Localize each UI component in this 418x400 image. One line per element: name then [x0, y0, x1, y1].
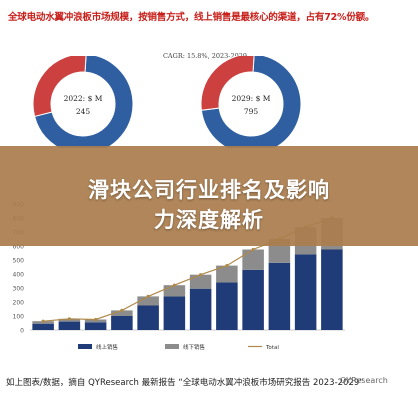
donut-charts: 2022: $ M 245 2029: $ M 795 — [32, 56, 302, 148]
watermark: QYResearch — [340, 376, 388, 385]
bar-online-2025 — [216, 282, 238, 330]
donut-value-label: 245 — [76, 107, 91, 116]
y-tick-label: 200 — [13, 300, 25, 307]
total-point-2020 — [94, 317, 98, 322]
bar-offline-2025 — [216, 265, 238, 283]
legend-label: 线下销售 — [183, 343, 205, 351]
total-point-2018 — [41, 319, 45, 323]
overlay-title-line1: 滑块公司行业排名及影响 — [88, 178, 330, 202]
bar-online-2020 — [84, 322, 107, 330]
total-point-2022 — [146, 294, 150, 298]
legend-swatch — [165, 344, 179, 349]
overlay-title-line2: 力深度解析 — [154, 208, 264, 232]
bar-online-2019 — [58, 321, 81, 330]
bar-online-2024 — [189, 288, 212, 330]
total-point-2025 — [225, 264, 229, 268]
cagr-label: CAGR: 15.8%, 2023-2029 — [162, 52, 248, 60]
bar-online-2022 — [137, 305, 159, 330]
bar-offline-2026 — [242, 249, 264, 270]
y-tick-label: 600 — [13, 244, 25, 251]
donut-year-label: 2029: $ M — [232, 94, 271, 103]
bar-offline-2022 — [137, 296, 159, 306]
bar-online-2018 — [32, 323, 54, 330]
bar-offline-2023 — [163, 285, 186, 297]
bar-online-2021 — [111, 316, 133, 330]
donut-slice — [200, 56, 255, 111]
total-point-2023 — [172, 283, 176, 287]
y-tick-label: 0 — [20, 328, 24, 335]
legend-label: Total — [265, 345, 279, 351]
bar-online-2027 — [268, 262, 291, 330]
y-tick-label: 300 — [13, 286, 25, 293]
top-banner: 全球电动水翼冲浪板市场规模，按销售方式，线上销售是最核心的渠道，占有72%份额。 — [0, 0, 418, 30]
y-tick-label: 100 — [13, 314, 25, 321]
bar-online-2029 — [321, 249, 343, 330]
footer-source: 如上图表/数据，摘自 QYResearch 最新报告 “全球电动水翼冲浪板市场研… — [6, 378, 364, 388]
bar-online-2023 — [163, 296, 186, 330]
total-point-2026 — [251, 247, 255, 252]
bar-offline-2021 — [111, 310, 133, 316]
chart-legend: 线上销售 线下销售 Total — [78, 343, 279, 351]
legend-swatch — [78, 344, 92, 349]
donut-chart-2029: 2029: $ M 795 — [200, 56, 302, 148]
bar-offline-2024 — [189, 274, 212, 289]
donut-slice — [32, 56, 87, 118]
y-tick-label: 500 — [13, 258, 25, 265]
title-overlay: 滑块公司行业排名及影响 力深度解析 — [0, 146, 418, 246]
donut-value-label: 795 — [244, 107, 259, 116]
donut-chart-2022: 2022: $ M 245 — [32, 56, 134, 148]
total-point-2024 — [199, 273, 203, 277]
donut-slice — [33, 56, 134, 148]
donut-year-label: 2022: $ M — [64, 94, 103, 103]
bar-online-2028 — [294, 254, 317, 330]
y-tick-label: 400 — [13, 272, 25, 279]
bar-online-2026 — [242, 269, 264, 330]
total-point-2021 — [120, 308, 124, 312]
donut-slice — [200, 56, 302, 148]
total-point-2019 — [67, 317, 71, 321]
banner-text: 全球电动水翼冲浪板市场规模，按销售方式，线上销售是最核心的渠道，占有72%份额。 — [8, 12, 375, 23]
legend-label: 线上销售 — [96, 343, 118, 351]
